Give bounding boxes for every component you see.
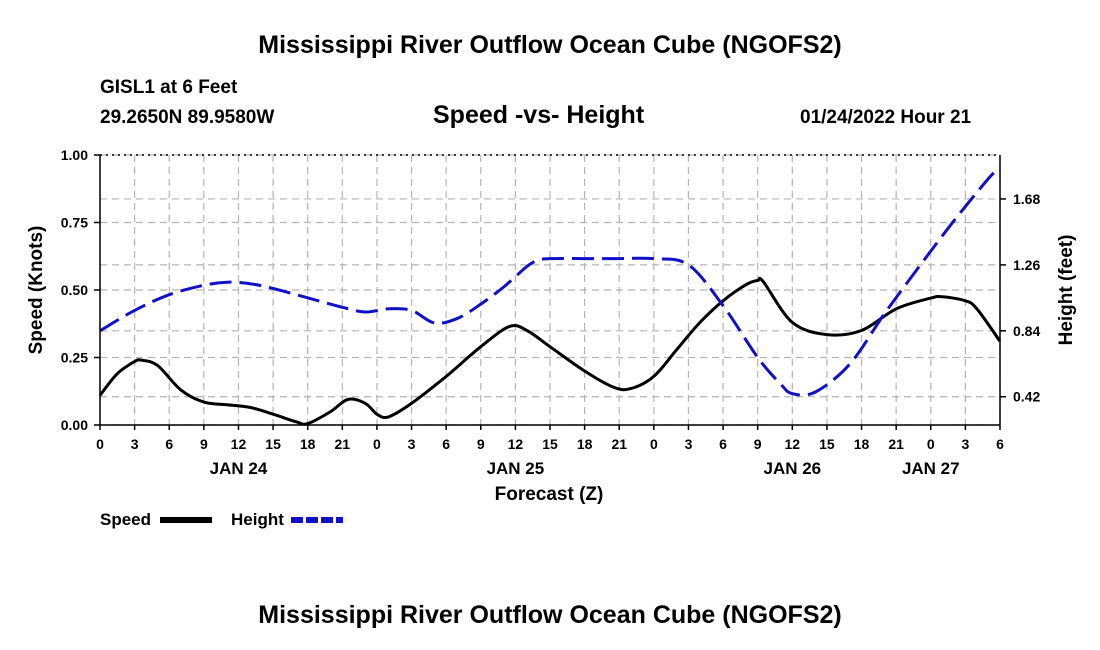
x-tick-label: 15 (819, 436, 835, 452)
series-line-height (99, 166, 1002, 397)
series-lines (98, 166, 1002, 426)
station-label: GISL1 at 6 Feet (100, 77, 238, 98)
x-tick-label: 3 (408, 436, 416, 452)
x-tick-label: 15 (542, 436, 558, 452)
x-tick-label: 21 (888, 436, 904, 452)
x-tick-label: 0 (373, 436, 381, 452)
x-tick-label: 15 (265, 436, 281, 452)
y-tick-label: 0.75 (61, 215, 88, 231)
y-tick-label: 0.25 (61, 350, 88, 366)
y-axis-label: Speed (Knots) (26, 226, 47, 355)
x-tick-label: 0 (650, 436, 658, 452)
y-tick-label: 0.00 (61, 417, 88, 433)
chart-title: Mississippi River Outflow Ocean Cube (NG… (258, 31, 842, 59)
x-date-label: JAN 24 (210, 459, 268, 478)
series-line-speed (98, 276, 1002, 426)
x-tick-label: 9 (477, 436, 485, 452)
x-tick-label: 6 (442, 436, 450, 452)
y2-axis-label: Height (feet) (1056, 235, 1077, 346)
x-tick-label: 3 (131, 436, 139, 452)
x-tick-label: 6 (719, 436, 727, 452)
y-tick-label: 1.00 (61, 147, 88, 163)
x-tick-label: 12 (508, 436, 524, 452)
x-tick-label: 0 (96, 436, 104, 452)
x-tick-label: 9 (200, 436, 208, 452)
chart-subtitle: Speed -vs- Height (433, 101, 645, 129)
legend-height-label: Height (231, 510, 284, 529)
grid-lines (99, 154, 1001, 426)
y2-tick-label: 0.42 (1013, 389, 1040, 405)
x-tick-label: 6 (996, 436, 1004, 452)
x-tick-label: 9 (754, 436, 762, 452)
x-tick-label: 12 (785, 436, 801, 452)
y2-tick-label: 0.84 (1013, 323, 1040, 339)
x-tick-label: 3 (961, 436, 969, 452)
legend-speed-label: Speed (100, 510, 152, 529)
x-axis-label: Forecast (Z) (495, 484, 604, 505)
axes (94, 154, 1006, 430)
x-date-label: JAN 27 (902, 459, 960, 478)
y2-tick-label: 1.26 (1013, 257, 1040, 273)
x-tick-label: 12 (231, 436, 247, 452)
footer-title: Mississippi River Outflow Ocean Cube (NG… (258, 601, 842, 629)
x-tick-label: 6 (165, 436, 173, 452)
x-date-label: JAN 25 (487, 459, 545, 478)
station-coordinates: 29.2650N 89.9580W (100, 107, 275, 128)
x-tick-label: 21 (335, 436, 351, 452)
forecast-timestamp: 01/24/2022 Hour 21 (800, 107, 972, 128)
y-tick-label: 0.50 (61, 282, 88, 298)
tick-labels: 0 3 6 9 12 15 18 21 0 3 6 9 12 15 18 21 0 3 6 9 12 15 18 21 0 3 6 J… (61, 147, 1041, 478)
x-tick-label: 3 (685, 436, 693, 452)
x-tick-label: 18 (300, 436, 316, 452)
x-tick-label: 18 (577, 436, 593, 452)
x-date-label: JAN 26 (763, 459, 821, 478)
x-tick-label: 21 (611, 436, 627, 452)
y2-tick-label: 1.68 (1013, 191, 1040, 207)
x-tick-label: 18 (854, 436, 870, 452)
x-tick-label: 0 (927, 436, 935, 452)
